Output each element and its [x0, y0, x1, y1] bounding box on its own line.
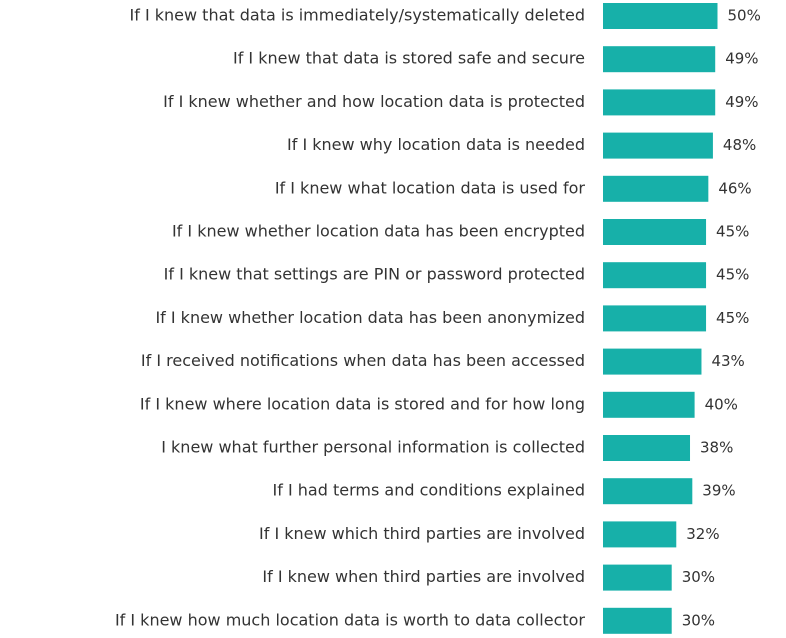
value-label: 50% — [728, 7, 761, 25]
category-label: If I knew which third parties are involv… — [259, 524, 585, 543]
value-label: 40% — [705, 395, 738, 413]
value-label: 48% — [723, 136, 756, 154]
category-label: If I knew that settings are PIN or passw… — [164, 265, 585, 284]
value-label: 45% — [716, 266, 749, 284]
bar — [603, 607, 672, 634]
category-label: If I knew why location data is needed — [287, 135, 585, 154]
value-label: 45% — [716, 223, 749, 241]
bar — [603, 89, 716, 116]
value-label: 49% — [725, 50, 758, 68]
value-label: 32% — [686, 525, 719, 543]
category-label: If I knew whether and how location data … — [163, 92, 585, 111]
bar — [603, 305, 707, 332]
value-label: 46% — [718, 179, 751, 197]
category-label: If I knew how much location data is wort… — [115, 610, 585, 629]
category-label: If I knew whether location data has been… — [155, 308, 585, 327]
category-label: If I had terms and conditions explained — [273, 481, 585, 500]
category-label: If I knew that data is immediately/syste… — [130, 6, 586, 25]
value-label: 30% — [682, 611, 715, 629]
category-label: If I knew when third parties are involve… — [262, 567, 585, 586]
value-label: 43% — [711, 352, 744, 370]
bar — [603, 435, 691, 461]
bar — [603, 175, 709, 202]
category-label: If I received notifications when data ha… — [141, 351, 585, 370]
category-label: If I knew whether location data has been… — [172, 222, 585, 241]
bar — [603, 564, 672, 591]
bar — [603, 262, 707, 289]
bar — [603, 46, 716, 73]
value-label: 38% — [700, 439, 733, 457]
value-label: 39% — [702, 482, 735, 500]
value-label: 49% — [725, 93, 758, 111]
bar — [603, 132, 713, 159]
category-label: If I knew what location data is used for — [275, 178, 586, 197]
category-label: If I knew that data is stored safe and s… — [233, 49, 585, 68]
value-label: 30% — [682, 568, 715, 586]
category-label: If I knew where location data is stored … — [140, 394, 585, 413]
bar — [603, 219, 707, 245]
bar — [603, 3, 718, 29]
value-label: 45% — [716, 309, 749, 327]
bar — [603, 521, 677, 548]
bar — [603, 348, 702, 375]
bar — [603, 478, 693, 505]
category-label: I knew what further personal information… — [161, 438, 585, 457]
bar — [603, 391, 695, 418]
